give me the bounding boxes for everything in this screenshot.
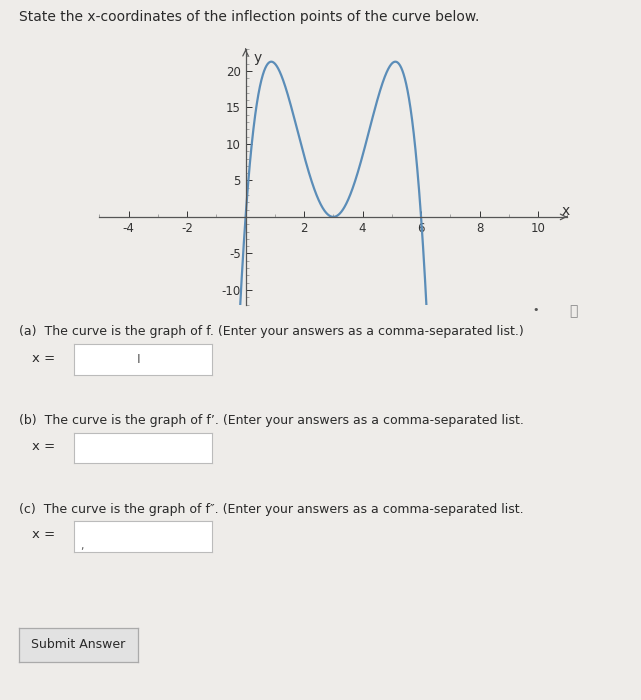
Text: I: I	[137, 354, 140, 366]
Text: ⓘ: ⓘ	[569, 304, 578, 318]
Text: x =: x =	[32, 352, 55, 365]
Text: y: y	[253, 51, 262, 65]
Text: x: x	[562, 204, 570, 218]
Text: •: •	[532, 305, 538, 315]
Text: x =: x =	[32, 528, 55, 541]
Text: x =: x =	[32, 440, 55, 453]
Text: (c)  The curve is the graph of f″. (Enter your answers as a comma-separated list: (c) The curve is the graph of f″. (Enter…	[19, 503, 524, 516]
Text: Submit Answer: Submit Answer	[31, 638, 126, 651]
Text: State the x-coordinates of the inflection points of the curve below.: State the x-coordinates of the inflectio…	[19, 10, 479, 25]
Text: (a)  The curve is the graph of f. (Enter your answers as a comma-separated list.: (a) The curve is the graph of f. (Enter …	[19, 326, 524, 339]
Text: (b)  The curve is the graph of f’. (Enter your answers as a comma-separated list: (b) The curve is the graph of f’. (Enter…	[19, 414, 524, 428]
Text: ,: ,	[81, 541, 84, 551]
